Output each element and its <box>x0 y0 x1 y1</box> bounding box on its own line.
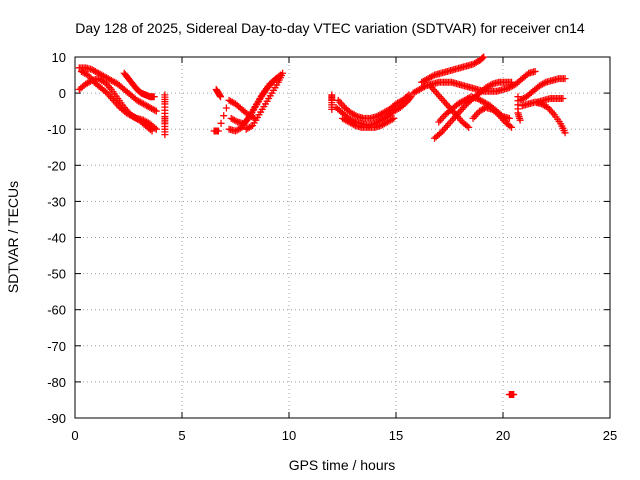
data-point-marker <box>152 107 160 115</box>
data-point-marker <box>390 114 398 122</box>
data-point-marker <box>435 130 443 138</box>
y-tick-label: 0 <box>59 86 66 101</box>
series-arc-10 <box>242 69 287 133</box>
y-tick-label: -40 <box>47 231 66 246</box>
data-point-marker <box>152 125 160 133</box>
series-arc-13 <box>332 93 415 130</box>
series-arc-04 <box>120 69 158 101</box>
series-arc-24 <box>514 93 524 124</box>
data-point-marker <box>561 75 569 83</box>
y-tick-label: -30 <box>47 194 66 209</box>
data-point-marker <box>406 94 414 102</box>
series-arc-09 <box>227 75 280 128</box>
x-tick-label: 10 <box>282 428 296 443</box>
data-point-marker <box>508 78 516 86</box>
data-point-marker <box>407 93 415 101</box>
data-point-marker <box>146 126 154 134</box>
x-axis-label: GPS time / hours <box>289 457 396 473</box>
data-point-marker <box>506 122 514 130</box>
data-point-marker <box>272 75 280 83</box>
series-arc-15 <box>418 53 488 86</box>
series-arc-03 <box>77 67 156 135</box>
x-tick-label: 5 <box>178 428 185 443</box>
y-tick-label: -60 <box>47 303 66 318</box>
data-point-marker <box>150 93 158 101</box>
series-arc-23 <box>533 95 567 106</box>
data-point-marker <box>510 391 518 399</box>
y-tick-label: -20 <box>47 158 66 173</box>
data-point-marker <box>328 105 336 113</box>
data-point-marker <box>247 122 255 130</box>
y-tick-label: -80 <box>47 375 66 390</box>
data-point-marker <box>559 95 567 103</box>
data-point-marker <box>429 72 437 80</box>
data-point-marker <box>480 53 488 61</box>
data-point-marker <box>350 121 358 129</box>
data-point-marker <box>151 106 159 114</box>
data-point-marker <box>214 127 222 135</box>
data-point-marker <box>161 131 169 139</box>
chart-title: Day 128 of 2025, Sidereal Day-to-day VTE… <box>75 20 585 36</box>
data-point-marker <box>561 129 569 137</box>
series-arc-18 <box>435 93 513 126</box>
data-point-marker <box>352 112 360 120</box>
data-point-marker <box>279 69 287 77</box>
y-tick-label: -10 <box>47 122 66 137</box>
series-arc-12 <box>334 91 413 122</box>
data-point-marker <box>516 116 524 124</box>
series-arc-01 <box>75 64 160 115</box>
data-point-marker <box>493 109 501 117</box>
series-arc-16 <box>409 67 539 97</box>
axis-ticks: 0 5 10 15 20 25 10 0 -10 -20 -30 -40 -50 -60 -70 -80 -90 <box>47 50 617 443</box>
x-tick-label: 0 <box>71 428 78 443</box>
data-point-marker <box>508 123 516 131</box>
series-outlier <box>505 391 518 399</box>
data-point-marker <box>479 54 487 62</box>
series-arc-22 <box>518 98 569 137</box>
data-point-marker <box>531 67 539 75</box>
data-point-marker <box>487 81 495 89</box>
data-point-marker <box>217 93 225 101</box>
data-point-marker <box>540 79 548 87</box>
data-point-marker <box>220 112 228 120</box>
data-point-marker <box>420 83 428 91</box>
series-arc-14 <box>339 114 398 131</box>
data-points <box>75 53 569 399</box>
data-point-marker <box>463 122 471 130</box>
data-point-marker <box>101 88 109 96</box>
series-arc-05 <box>161 91 169 139</box>
series-arc-11 <box>328 91 336 113</box>
data-point-marker <box>465 123 473 131</box>
data-point-marker <box>222 104 230 112</box>
series-arc-19 <box>426 82 473 131</box>
series-arc-06 <box>212 85 225 101</box>
y-tick-label: -90 <box>47 411 66 426</box>
y-tick-label: 10 <box>52 50 66 65</box>
data-point-marker <box>148 127 156 135</box>
y-tick-label: -70 <box>47 339 66 354</box>
x-tick-label: 25 <box>603 428 617 443</box>
data-point-marker <box>388 115 396 123</box>
y-tick-label: -50 <box>47 267 66 282</box>
series-arc-21 <box>516 75 569 104</box>
series-arc-20 <box>469 104 516 131</box>
x-tick-label: 20 <box>496 428 510 443</box>
data-point-marker <box>217 119 225 127</box>
data-point-marker <box>505 114 513 122</box>
data-point-marker <box>232 117 240 125</box>
x-tick-label: 15 <box>389 428 403 443</box>
y-axis-label: SDTVAR / TECUs <box>5 181 21 293</box>
